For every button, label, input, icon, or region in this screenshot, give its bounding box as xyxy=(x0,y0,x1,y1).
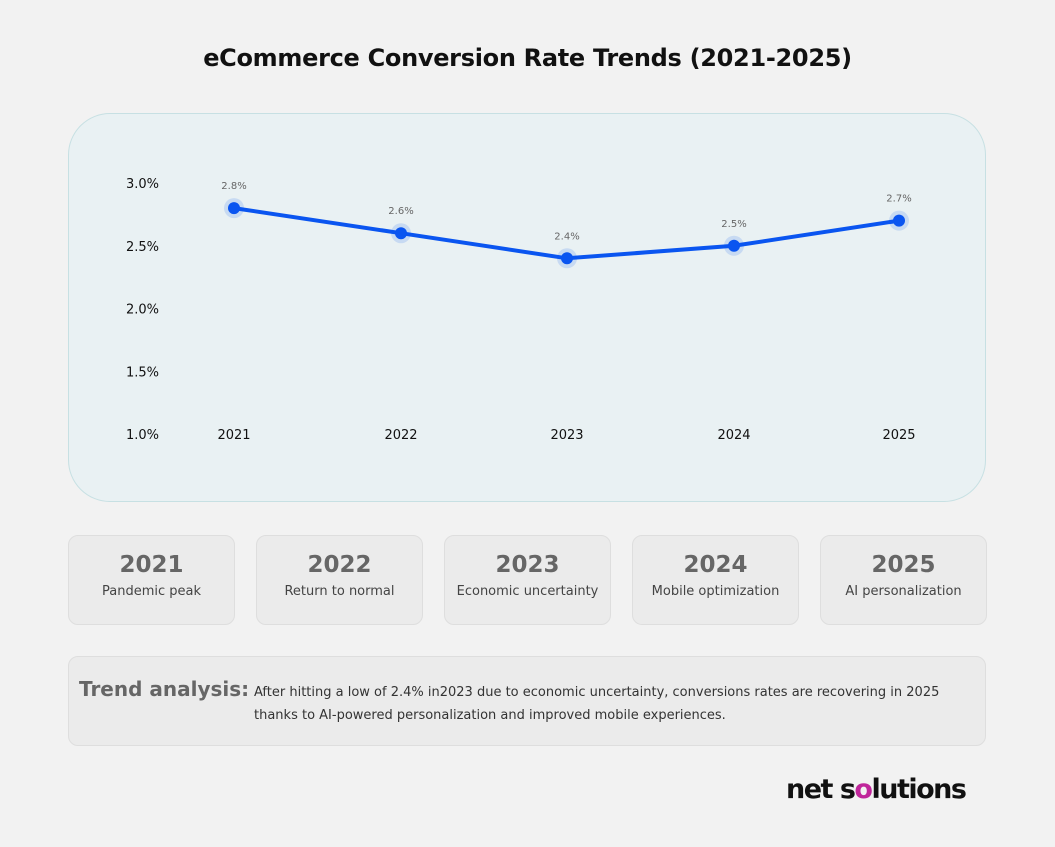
x-tick-label: 2024 xyxy=(717,428,750,443)
x-tick-label: 2021 xyxy=(217,428,250,443)
card-year: 2024 xyxy=(683,552,748,578)
year-card: 2025 AI personalization xyxy=(820,535,987,625)
data-point xyxy=(728,239,740,252)
card-description: Return to normal xyxy=(284,584,395,599)
year-card: 2024 Mobile optimization xyxy=(632,535,799,625)
data-label: 2.6% xyxy=(388,206,413,217)
data-point xyxy=(228,202,240,215)
y-tick-label: 3.0% xyxy=(126,177,159,192)
year-card: 2022 Return to normal xyxy=(256,535,423,625)
y-tick-label: 1.5% xyxy=(126,365,159,380)
card-year: 2021 xyxy=(119,552,184,578)
x-tick-label: 2023 xyxy=(550,428,583,443)
trend-analysis-box: Trend analysis: After hitting a low of 2… xyxy=(68,656,986,746)
line-chart: 1.0% 1.5% 2.0% 2.5% 3.0% 2021 2022 2023 2024 2025… xyxy=(126,177,916,443)
y-tick-label: 1.0% xyxy=(126,428,159,443)
card-year: 2023 xyxy=(495,552,560,578)
card-description: Pandemic peak xyxy=(101,584,201,599)
data-point xyxy=(893,214,905,227)
year-card: 2023 Economic uncertainty xyxy=(444,535,611,625)
trend-analysis-heading: Trend analysis: xyxy=(79,677,250,701)
data-point xyxy=(561,252,573,265)
x-tick-label: 2022 xyxy=(384,428,417,443)
card-year: 2022 xyxy=(307,552,372,578)
card-year: 2025 xyxy=(871,552,936,578)
card-description: AI personalization xyxy=(845,584,962,599)
data-label: 2.4% xyxy=(554,231,579,242)
trend-analysis-text: After hitting a low of 2.4% in2023 due t… xyxy=(254,685,940,723)
y-tick-label: 2.0% xyxy=(126,303,159,318)
data-label: 2.8% xyxy=(221,181,246,192)
x-tick-label: 2025 xyxy=(882,428,915,443)
chart-panel xyxy=(68,113,986,502)
net-solutions-logo: net solutions xyxy=(786,774,967,805)
data-label: 2.7% xyxy=(886,194,911,205)
y-tick-label: 2.5% xyxy=(126,240,159,255)
data-point xyxy=(395,227,407,240)
card-description: Mobile optimization xyxy=(651,584,780,599)
chart-title: eCommerce Conversion Rate Trends (2021-2… xyxy=(203,44,852,72)
data-label: 2.5% xyxy=(721,219,746,230)
year-card: 2021 Pandemic peak xyxy=(68,535,235,625)
card-description: Economic uncertainty xyxy=(456,584,599,599)
